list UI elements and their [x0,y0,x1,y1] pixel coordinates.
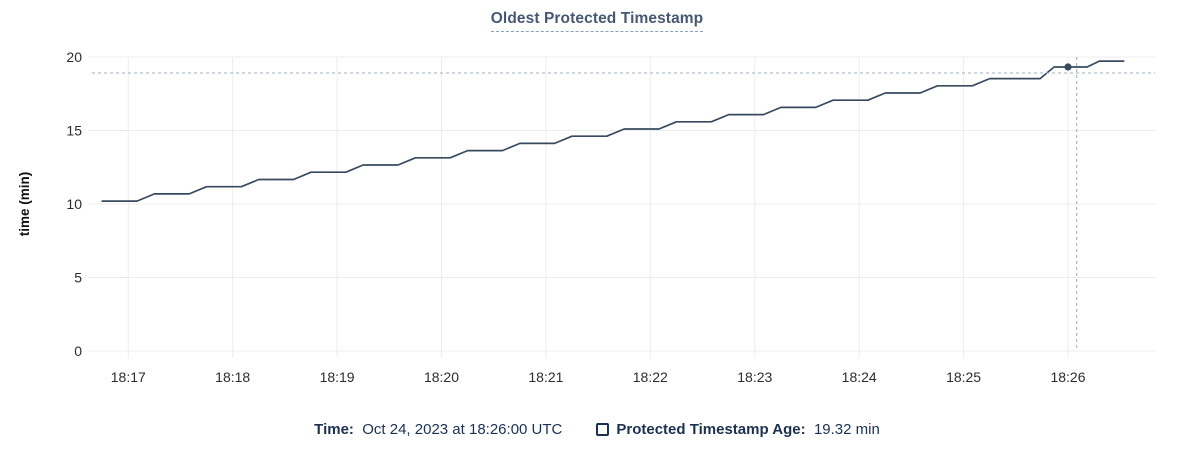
y-tick-label: 10 [66,196,82,212]
hover-point-dot [1064,63,1072,71]
legend-series-item[interactable]: Protected Timestamp Age: 19.32 min [596,421,880,438]
y-tick-label: 15 [66,123,82,139]
legend-spacer [806,421,814,438]
x-tick-label: 18:26 [1050,369,1085,385]
y-axis-label: time (min) [17,172,32,237]
x-tick-label: 18:17 [111,369,146,385]
y-tick-label: 20 [66,49,82,65]
legend-spacer [354,421,362,438]
x-tick-label: 18:24 [842,369,877,385]
x-tick-label: 18:23 [737,369,772,385]
x-tick-label: 18:25 [946,369,981,385]
legend-time-item: Time: Oct 24, 2023 at 18:26:00 UTC [314,421,562,438]
x-tick-label: 18:20 [424,369,459,385]
x-tick-label: 18:21 [528,369,563,385]
y-tick-label: 5 [74,270,82,286]
y-tick-label: 0 [74,343,82,359]
chart-legend: Time: Oct 24, 2023 at 18:26:00 UTC Prote… [0,421,1194,438]
series-line [101,60,1125,202]
x-tick-label: 18:18 [215,369,250,385]
chart-title: Oldest Protected Timestamp [490,10,704,32]
legend-series-value: 19.32 min [813,421,880,438]
legend-series-label: Protected Timestamp Age: [616,421,806,438]
chart-canvas[interactable]: 0 5 10 15 20 18:17 18:18 18:19 18:20 18:21 18:22 18… [0,0,1194,405]
chart-title-row: Oldest Protected Timestamp [0,10,1194,32]
legend-time-value: Oct 24, 2023 at 18:26:00 UTC [362,421,563,438]
legend-time-label: Time: [314,421,354,438]
x-tick-label: 18:19 [320,369,355,385]
x-tick-label: 18:22 [633,369,668,385]
legend-series-checkbox[interactable] [596,423,610,436]
